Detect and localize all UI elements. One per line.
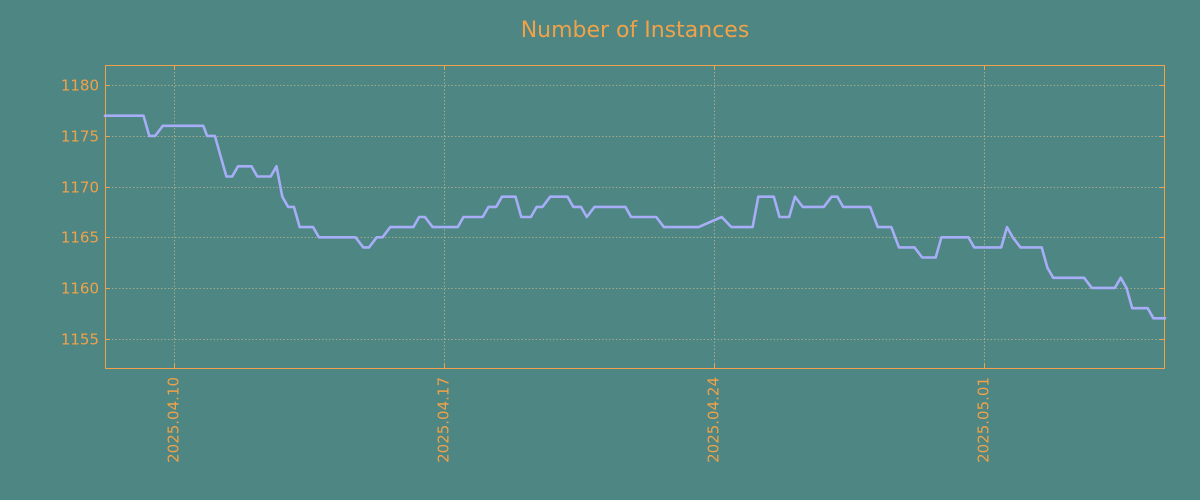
y-tick-label: 1155 <box>61 331 99 349</box>
series-layer <box>103 114 1167 320</box>
series-line-instances <box>103 114 1167 320</box>
y-tick-label: 1170 <box>61 179 99 197</box>
chart-title: Number of Instances <box>521 18 750 43</box>
y-tick-label: 1175 <box>61 128 99 146</box>
x-tick-label: 2025.04.10 <box>165 377 183 463</box>
y-tick-label: 1160 <box>61 280 99 298</box>
y-tick-label: 1180 <box>61 77 99 95</box>
grid-lines <box>105 65 1165 369</box>
plot-area-frame <box>105 65 1165 369</box>
x-tick-label: 2025.04.24 <box>705 377 723 463</box>
x-tick-label: 2025.05.01 <box>975 377 993 463</box>
y-axis-tick-labels: 1155 1160 1165 1170 1175 1180 <box>61 77 99 349</box>
x-axis-tick-labels: 2025.04.10 2025.04.17 2025.04.24 2025.05.01 <box>165 377 993 463</box>
x-tick-label: 2025.04.17 <box>435 377 453 463</box>
y-tick-label: 1165 <box>61 229 99 247</box>
axis-ticks <box>105 65 1165 369</box>
